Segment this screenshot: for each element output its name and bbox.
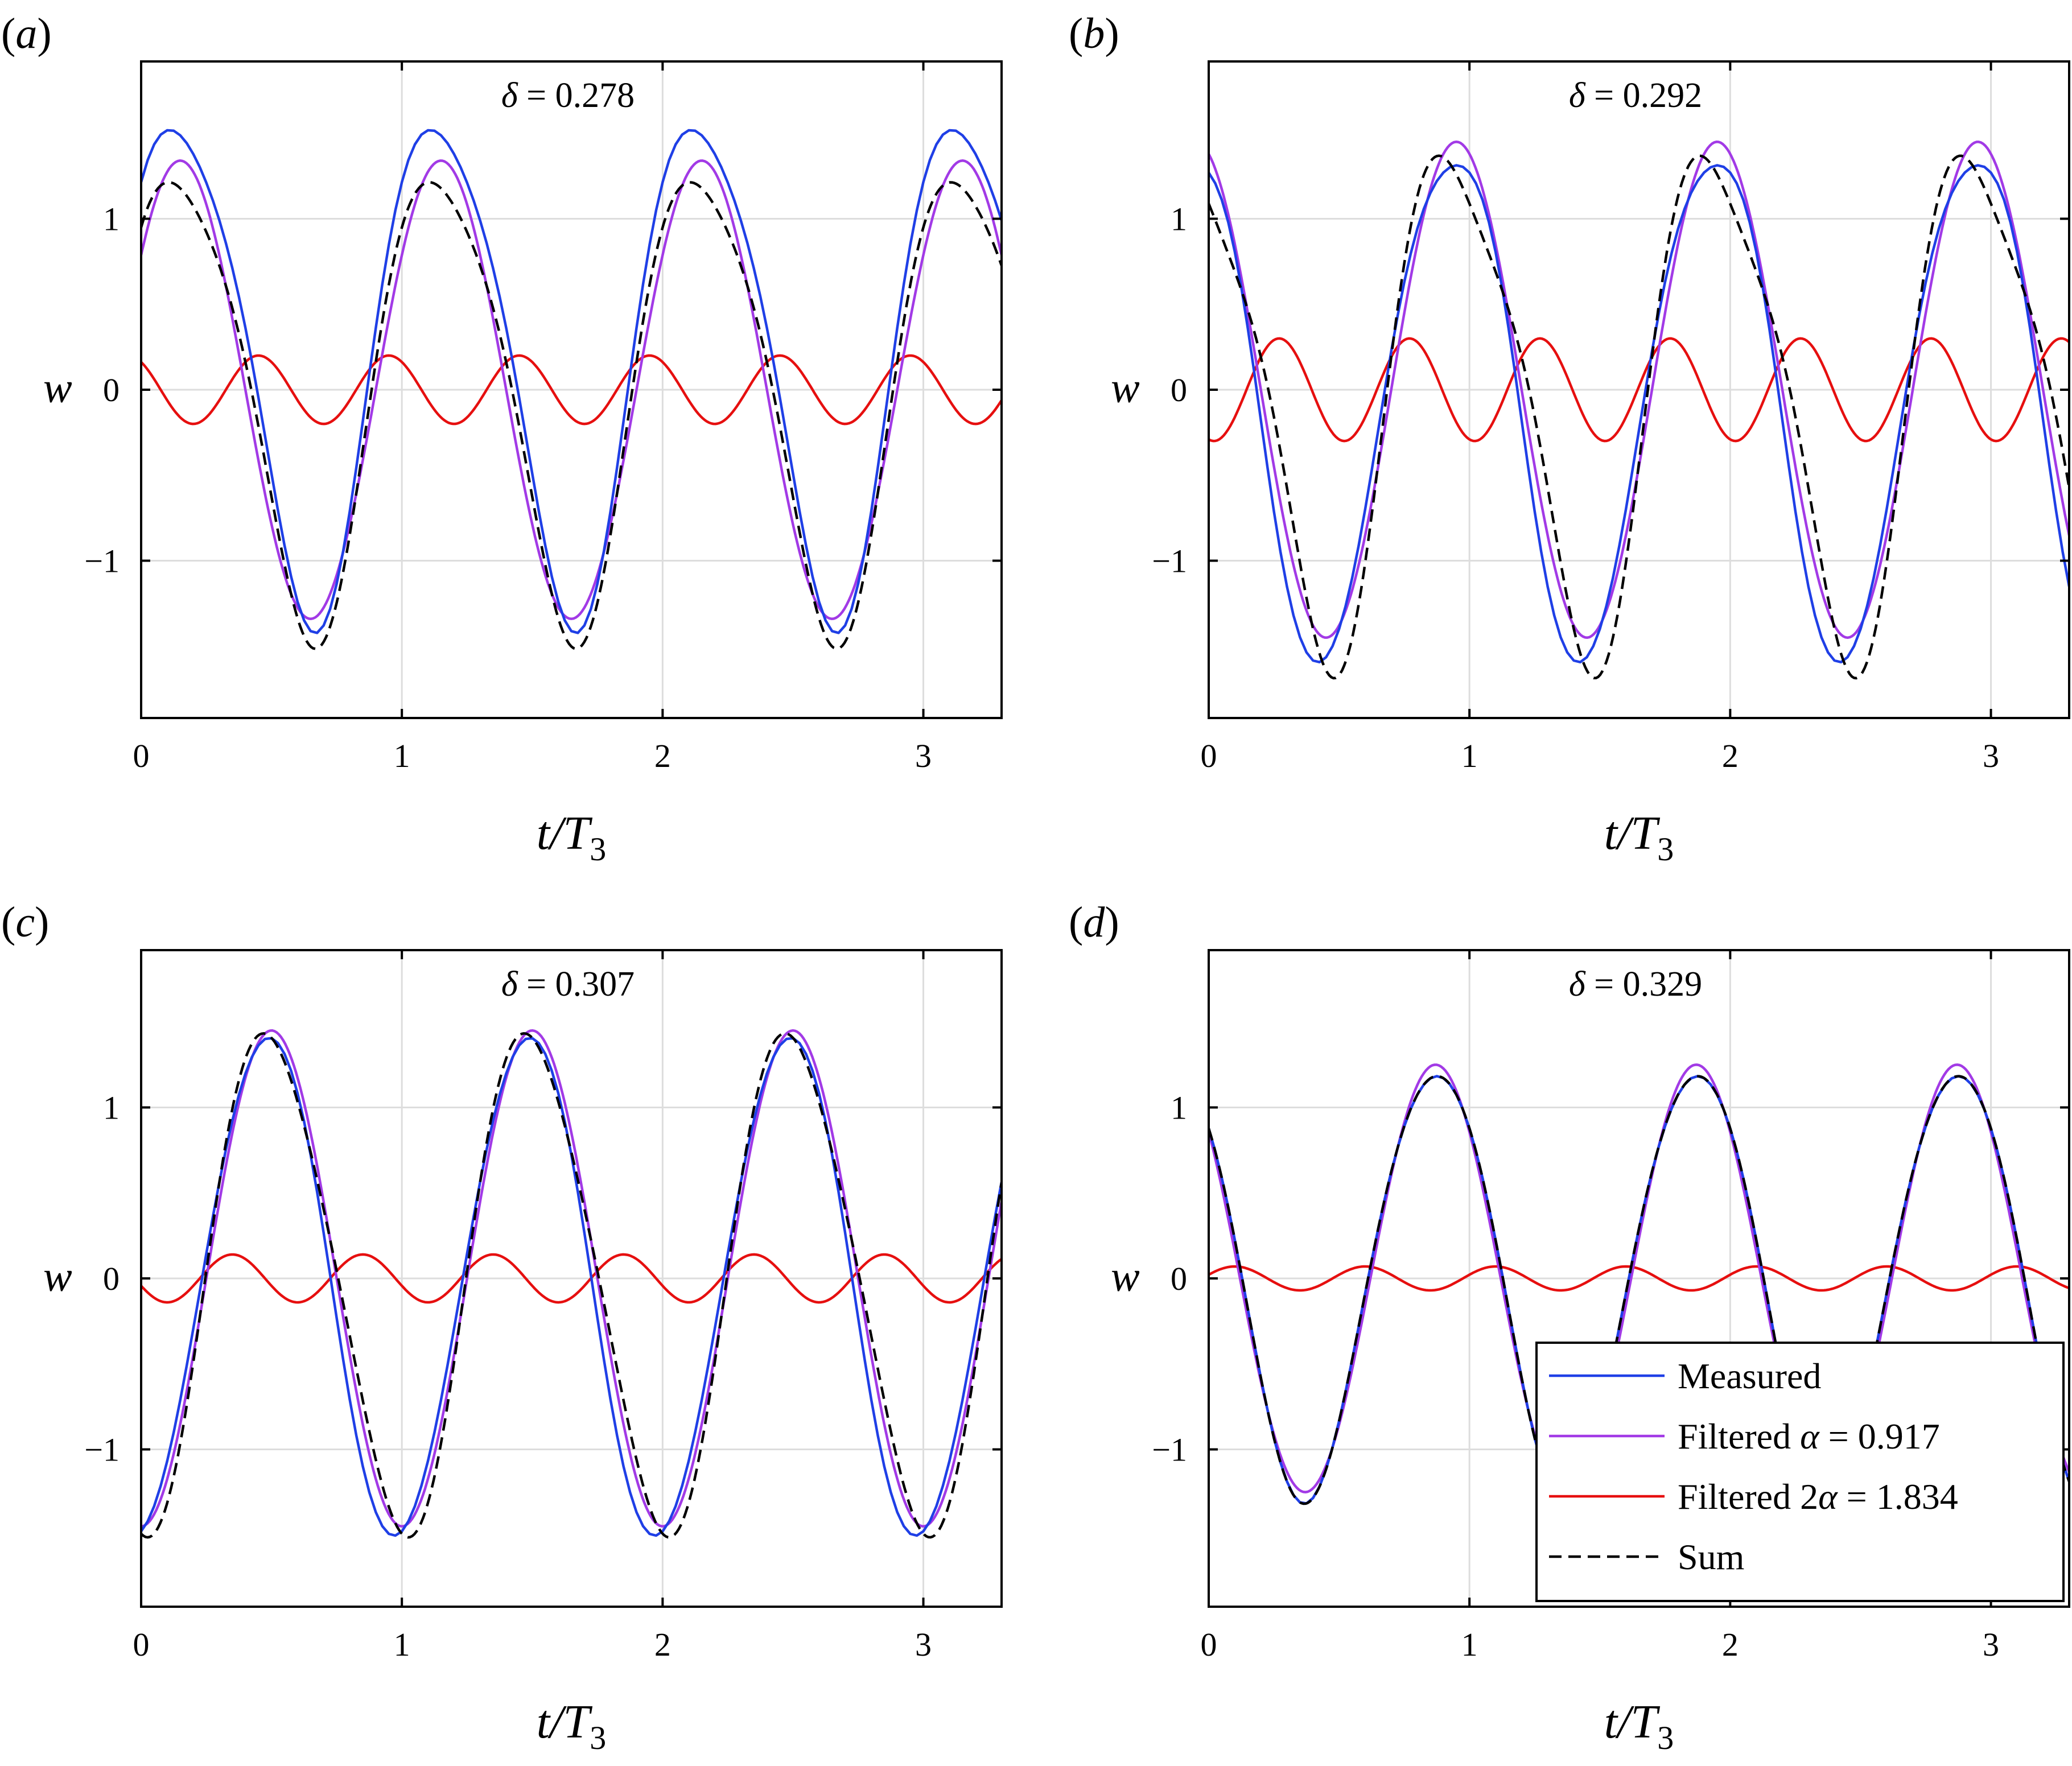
y-axis-label: w (43, 364, 72, 412)
y-tick-label: −1 (1152, 543, 1187, 580)
y-tick-label: 0 (103, 372, 120, 409)
x-tick-label: 1 (1461, 1626, 1478, 1663)
series-line-measured (141, 129, 1002, 634)
legend-box (1535, 1342, 2065, 1602)
x-tick-label: 3 (1983, 737, 1999, 774)
x-axis-label: t/T3 (1604, 1695, 1674, 1756)
y-tick-label: 0 (1171, 1260, 1187, 1297)
x-axis-label: t/T3 (1604, 807, 1674, 868)
x-tick-label: 0 (1201, 1626, 1217, 1663)
legend-label: Filtered α = 0.917 (1678, 1416, 1940, 1456)
delta-annotation: δ = 0.307 (501, 965, 635, 1004)
y-tick-label: −1 (84, 1431, 120, 1468)
series-line-filtered-2alpha (141, 354, 1002, 426)
series-line-filtered (141, 159, 1002, 620)
x-tick-label: 2 (654, 737, 671, 774)
series-line-measured (141, 1037, 1002, 1537)
panel-label: (d) (1069, 898, 1119, 946)
delta-annotation: δ = 0.329 (1569, 965, 1702, 1004)
y-tick-label: 1 (103, 200, 120, 237)
x-tick-label: 1 (394, 737, 410, 774)
panel-label: (a) (1, 10, 52, 57)
panel-0: 0 1 2 3 −1 0 1 w t/T3 (a) δ = 0.278 (1, 10, 1003, 868)
y-tick-label: −1 (84, 543, 120, 580)
y-tick-label: 1 (1171, 200, 1187, 237)
delta-annotation: δ = 0.292 (1569, 76, 1702, 115)
y-tick-label: −1 (1152, 1431, 1187, 1468)
series-line-filtered (141, 1029, 1002, 1528)
panel-label: (c) (1, 898, 49, 946)
series-line-sum (1209, 1075, 2069, 1505)
legend-label: Filtered 2α = 1.834 (1678, 1476, 1958, 1517)
series-line-sum (1209, 154, 2069, 680)
legend-label: Sum (1678, 1537, 1744, 1577)
delta-annotation: δ = 0.278 (501, 76, 635, 115)
legend: Measured Filtered α = 0.917 Filtered 2α = … (1535, 1342, 2065, 1602)
x-tick-label: 2 (1722, 737, 1739, 774)
x-tick-label: 1 (394, 1626, 410, 1663)
y-tick-label: 1 (1171, 1089, 1187, 1126)
x-tick-label: 0 (1201, 737, 1217, 774)
legend-label: Measured (1678, 1356, 1821, 1396)
x-tick-label: 3 (1983, 1626, 1999, 1663)
y-tick-label: 1 (103, 1089, 120, 1126)
panel-3: 0 1 2 3 −1 0 1 w t/T3 (d) δ = 0.329 Measured Filtere… (1069, 898, 2070, 1756)
y-tick-label: 0 (103, 1260, 120, 1297)
x-axis-label: t/T3 (537, 1695, 606, 1756)
y-axis-label: w (1111, 1253, 1140, 1301)
series-line-sum (141, 1032, 1002, 1539)
series-line-measured (1209, 164, 2069, 664)
series-line-filtered-2alpha (1209, 1265, 2069, 1292)
y-tick-label: 0 (1171, 372, 1187, 409)
x-tick-label: 0 (133, 1626, 150, 1663)
x-axis-label: t/T3 (537, 807, 606, 868)
panel-1: 0 1 2 3 −1 0 1 w t/T3 (b) δ = 0.292 (1069, 10, 2070, 868)
x-tick-label: 1 (1461, 737, 1478, 774)
x-tick-label: 2 (1722, 1626, 1739, 1663)
y-axis-label: w (43, 1253, 72, 1301)
x-tick-label: 3 (915, 1626, 932, 1663)
x-tick-label: 3 (915, 737, 932, 774)
panel-label: (b) (1069, 10, 1119, 57)
y-axis-label: w (1111, 364, 1140, 412)
series-line-sum (141, 181, 1002, 650)
panel-2: 0 1 2 3 −1 0 1 w t/T3 (c) δ = 0.307 (1, 898, 1003, 1756)
x-tick-label: 2 (654, 1626, 671, 1663)
series-line-filtered-2alpha (1209, 337, 2069, 443)
x-tick-label: 0 (133, 737, 150, 774)
